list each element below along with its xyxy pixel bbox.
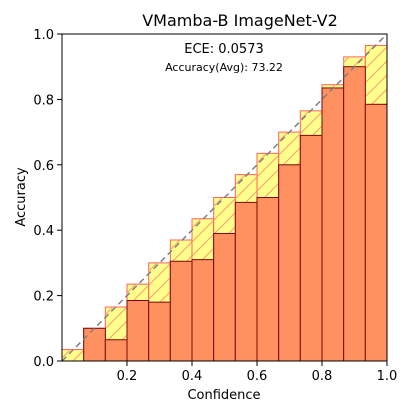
- accuracy-bar: [126, 300, 150, 362]
- accuracy-bar: [213, 232, 236, 362]
- accuracy-bar: [169, 260, 193, 362]
- accuracy-bar: [234, 201, 258, 362]
- accuracy-bar: [278, 164, 301, 362]
- x-tick-label: 0.8: [312, 369, 333, 384]
- x-tick-label: 0.6: [247, 369, 268, 384]
- accuracy-bar: [343, 66, 366, 362]
- accuracy-bar: [83, 327, 106, 362]
- accuracy-bar: [321, 87, 345, 362]
- y-tick-label: 0.6: [33, 159, 54, 174]
- accuracy-bar: [256, 197, 280, 362]
- y-tick-label: 0.0: [33, 355, 54, 370]
- accuracy-bar: [299, 134, 323, 362]
- accuracy-bar: [148, 301, 171, 362]
- chart-title: VMamba-B ImageNet-V2: [142, 11, 338, 30]
- accuracy-bar: [364, 103, 388, 362]
- y-tick-label: 0.8: [33, 93, 54, 108]
- y-tick-label: 0.4: [33, 224, 54, 239]
- x-tick-label: 1.0: [377, 369, 398, 384]
- accuracy-bar: [191, 259, 215, 362]
- perfect-calibration-line: [61, 33, 388, 362]
- plot-area: [61, 33, 388, 362]
- y-tick-label: 1.0: [33, 28, 54, 43]
- ece-annotation: ECE: 0.0573: [184, 42, 264, 57]
- x-tick-label: 0.2: [117, 369, 138, 384]
- y-tick-label: 0.2: [33, 290, 54, 305]
- plot-frame: [61, 33, 388, 362]
- x-tick-label: 0.4: [182, 369, 203, 384]
- accuracy-bar: [104, 339, 128, 362]
- x-axis-ticks: 0.2 0.4 0.6 0.8 1.0: [117, 361, 398, 384]
- accuracy-annotation: Accuracy(Avg): 73.22: [165, 61, 283, 74]
- x-axis-label: Confidence: [187, 388, 260, 403]
- gap-bar-hatch: [62, 349, 84, 361]
- y-axis-ticks: 0.0 0.2 0.4 0.6 0.8 1.0: [33, 28, 62, 370]
- y-axis-label: Accuracy: [14, 167, 29, 227]
